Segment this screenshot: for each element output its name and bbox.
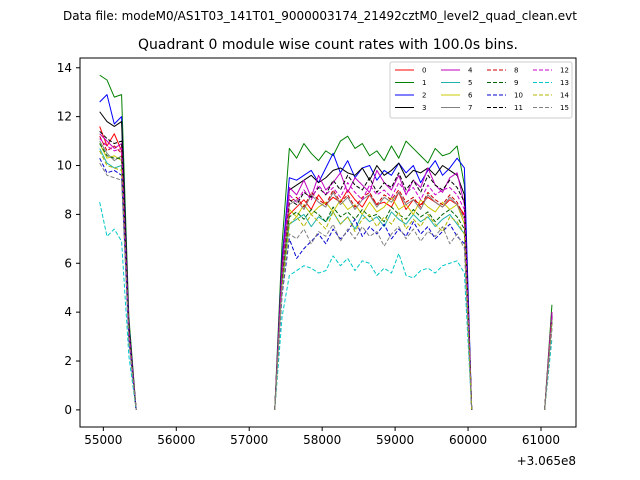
legend-label-2: 2 xyxy=(422,92,426,100)
x-tick-label: 58000 xyxy=(303,433,341,447)
x-tick-label: 57000 xyxy=(230,433,268,447)
series-11-line xyxy=(99,130,137,410)
legend-label-13: 13 xyxy=(560,79,569,87)
series-13-line xyxy=(274,253,473,410)
series-15 xyxy=(99,162,553,410)
series-13 xyxy=(99,202,553,410)
series-8-line xyxy=(99,135,137,410)
x-tick-label: 55000 xyxy=(84,433,122,447)
y-tick-label: 10 xyxy=(57,159,72,173)
series-13-line xyxy=(99,202,137,410)
series-1-line xyxy=(99,74,137,410)
legend-label-4: 4 xyxy=(468,67,473,75)
legend-label-14: 14 xyxy=(560,92,569,100)
axes-frame xyxy=(79,57,577,428)
x-offset-label: +3.065e8 xyxy=(517,454,576,468)
legend-label-12: 12 xyxy=(560,67,569,75)
series-8-line xyxy=(274,189,473,410)
y-tick-label: 6 xyxy=(64,256,72,270)
axes: 55000 56000 57000 58000 59000 60000 61000 0 2 4 6 8… xyxy=(57,57,577,468)
series-15-line xyxy=(544,329,553,410)
series-10-line xyxy=(99,157,137,410)
legend-label-10: 10 xyxy=(514,92,523,100)
legend-label-7: 7 xyxy=(468,104,472,112)
legend-label-11: 11 xyxy=(514,104,523,112)
plot-area xyxy=(99,74,553,410)
legend-box xyxy=(389,61,573,119)
y-tick-label: 14 xyxy=(57,61,72,75)
suptitle: Data file: modeM0/AS1T03_141T01_90000031… xyxy=(63,9,577,23)
series-10-line xyxy=(274,218,473,410)
legend-label-5: 5 xyxy=(468,79,472,87)
series-14-line xyxy=(274,211,473,410)
legend-label-8: 8 xyxy=(514,67,518,75)
y-tick-label: 0 xyxy=(64,403,72,417)
x-tick-label: 59000 xyxy=(376,433,414,447)
series-3-line xyxy=(274,162,473,410)
legend-label-15: 15 xyxy=(560,104,569,112)
series-12-line xyxy=(99,138,137,410)
chart-title: Quadrant 0 module wise count rates with … xyxy=(138,37,518,53)
series-15-line xyxy=(274,223,473,410)
x-tick-label: 60000 xyxy=(449,433,487,447)
series-lines xyxy=(99,74,553,410)
series-4-line xyxy=(274,167,473,410)
x-tick-label: 61000 xyxy=(522,433,560,447)
series-15-line xyxy=(99,162,137,410)
legend-label-3: 3 xyxy=(422,104,426,112)
series-9-line xyxy=(274,206,473,410)
series-6-line xyxy=(274,196,473,410)
y-tick-label: 4 xyxy=(64,305,72,319)
legend-label-1: 1 xyxy=(422,79,426,87)
x-tick-label: 56000 xyxy=(157,433,195,447)
legend-label-0: 0 xyxy=(422,67,426,75)
legend-label-9: 9 xyxy=(514,79,518,87)
legend-label-6: 6 xyxy=(468,92,473,100)
series-12-line xyxy=(274,182,473,410)
series-1-line xyxy=(274,135,473,410)
series-7-line xyxy=(274,191,473,410)
y-tick-label: 8 xyxy=(64,207,72,221)
y-tick-label: 2 xyxy=(64,354,72,368)
y-tick-label: 12 xyxy=(57,110,72,124)
